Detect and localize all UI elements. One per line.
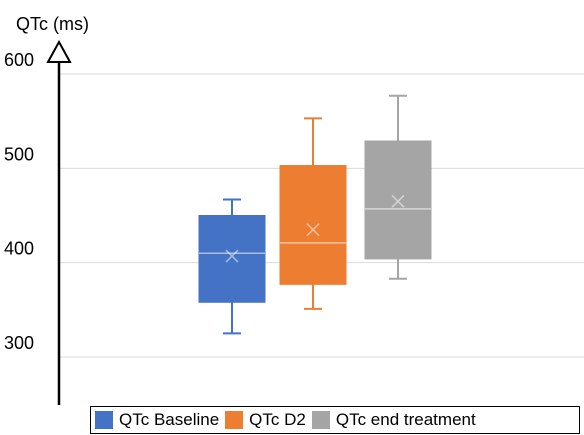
mean-marker xyxy=(391,194,405,208)
legend-item-qtc-end-treatment: QTc end treatment xyxy=(311,410,476,430)
legend: QTc Baseline QTc D2 QTc end treatment xyxy=(90,406,580,434)
mean-marker xyxy=(225,249,239,263)
legend-label: QTc end treatment xyxy=(335,410,476,429)
box-qtc-end-treatment xyxy=(364,94,432,280)
legend-label: QTc Baseline xyxy=(119,410,220,429)
y-tick-label-400: 400 xyxy=(4,239,34,259)
box-qtc-d2 xyxy=(279,117,347,310)
box-plot-series xyxy=(198,94,432,335)
legend-item-qtc-d2: QTc D2 xyxy=(225,410,306,430)
iqr-box xyxy=(364,140,432,260)
y-axis xyxy=(46,39,72,405)
y-tick-label-500: 500 xyxy=(4,144,34,164)
legend-swatch xyxy=(95,411,113,429)
legend-item-qtc-baseline: QTc Baseline xyxy=(95,410,219,430)
mean-marker xyxy=(306,223,320,237)
iqr-box xyxy=(198,215,266,303)
y-tick-label-300: 300 xyxy=(4,333,34,353)
legend-swatch xyxy=(225,411,244,429)
y-tick-labels: 300 400 500 600 xyxy=(4,50,34,353)
y-axis-label: QTc (ms) xyxy=(16,14,89,34)
y-tick-label-600: 600 xyxy=(4,50,34,70)
box-qtc-baseline xyxy=(198,198,266,335)
legend-swatch xyxy=(311,411,330,429)
y-axis-arrow xyxy=(46,39,72,63)
iqr-box xyxy=(279,165,347,285)
legend-label: QTc D2 xyxy=(249,410,306,429)
